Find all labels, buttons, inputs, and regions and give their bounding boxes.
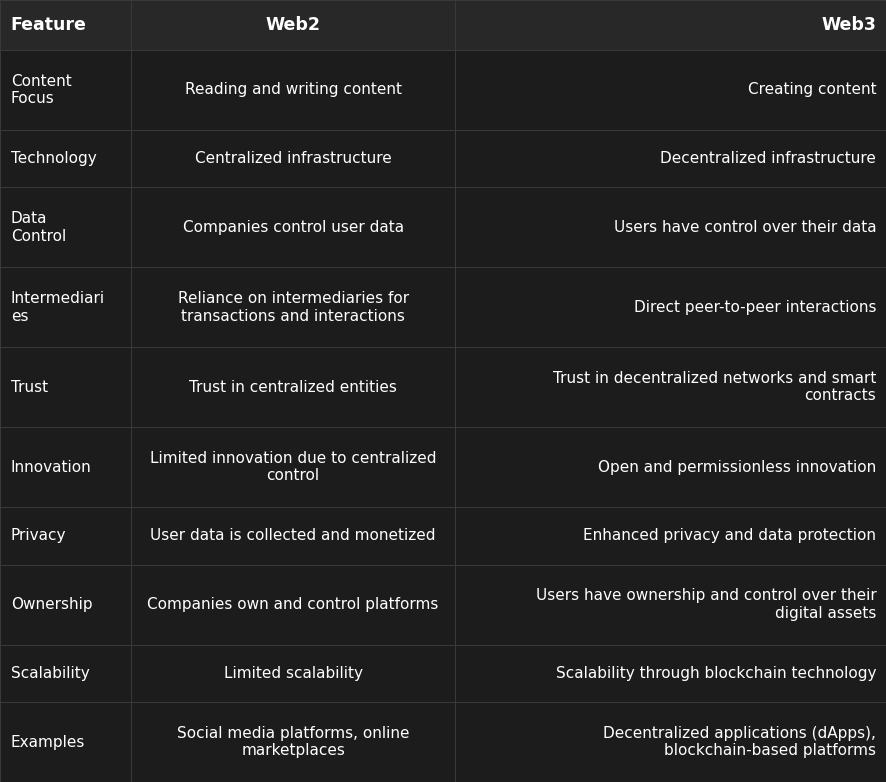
FancyBboxPatch shape [0, 702, 886, 782]
Text: Direct peer-to-peer interactions: Direct peer-to-peer interactions [633, 300, 875, 315]
Text: Web2: Web2 [265, 16, 321, 34]
Text: Ownership: Ownership [11, 597, 92, 612]
Text: Data
Control: Data Control [11, 211, 66, 243]
Text: Decentralized infrastructure: Decentralized infrastructure [660, 151, 875, 166]
FancyBboxPatch shape [0, 644, 886, 702]
Text: Reading and writing content: Reading and writing content [184, 82, 401, 98]
Text: Intermediari
es: Intermediari es [11, 291, 105, 324]
Text: Trust: Trust [11, 380, 48, 395]
FancyBboxPatch shape [0, 0, 886, 50]
Text: Limited innovation due to centralized
control: Limited innovation due to centralized co… [150, 451, 436, 483]
Text: Trust in centralized entities: Trust in centralized entities [189, 380, 397, 395]
FancyBboxPatch shape [0, 347, 886, 427]
Text: Innovation: Innovation [11, 460, 91, 475]
Text: Privacy: Privacy [11, 529, 66, 543]
Text: Companies control user data: Companies control user data [183, 220, 403, 235]
Text: Companies own and control platforms: Companies own and control platforms [147, 597, 439, 612]
FancyBboxPatch shape [0, 508, 886, 565]
Text: Scalability through blockchain technology: Scalability through blockchain technolog… [556, 665, 875, 681]
Text: Scalability: Scalability [11, 665, 89, 681]
FancyBboxPatch shape [0, 188, 886, 267]
Text: Trust in decentralized networks and smart
contracts: Trust in decentralized networks and smar… [552, 371, 875, 404]
Text: Reliance on intermediaries for
transactions and interactions: Reliance on intermediaries for transacti… [177, 291, 408, 324]
Text: Centralized infrastructure: Centralized infrastructure [195, 151, 391, 166]
Text: Users have control over their data: Users have control over their data [613, 220, 875, 235]
Text: Limited scalability: Limited scalability [223, 665, 362, 681]
Text: Open and permissionless innovation: Open and permissionless innovation [597, 460, 875, 475]
Text: Enhanced privacy and data protection: Enhanced privacy and data protection [583, 529, 875, 543]
FancyBboxPatch shape [0, 130, 886, 188]
FancyBboxPatch shape [0, 50, 886, 130]
FancyBboxPatch shape [0, 267, 886, 347]
Text: Web3: Web3 [820, 16, 875, 34]
Text: Content
Focus: Content Focus [11, 74, 71, 106]
Text: Feature: Feature [11, 16, 87, 34]
Text: Creating content: Creating content [747, 82, 875, 98]
Text: Users have ownership and control over their
digital assets: Users have ownership and control over th… [535, 588, 875, 621]
Text: Social media platforms, online
marketplaces: Social media platforms, online marketpla… [176, 726, 409, 759]
Text: Technology: Technology [11, 151, 97, 166]
Text: Decentralized applications (dApps),
blockchain-based platforms: Decentralized applications (dApps), bloc… [602, 726, 875, 759]
FancyBboxPatch shape [0, 565, 886, 644]
FancyBboxPatch shape [0, 427, 886, 508]
Text: Examples: Examples [11, 734, 85, 749]
Text: User data is collected and monetized: User data is collected and monetized [151, 529, 435, 543]
